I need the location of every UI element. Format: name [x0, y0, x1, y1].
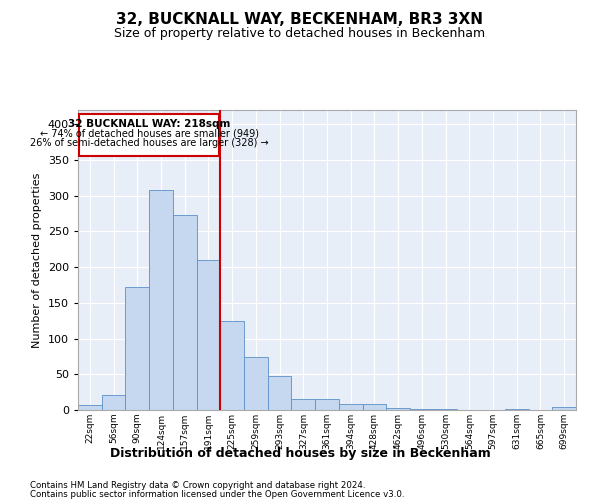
Bar	[149, 190, 173, 410]
Bar	[197, 260, 220, 410]
Bar	[125, 287, 149, 410]
Text: Distribution of detached houses by size in Beckenham: Distribution of detached houses by size …	[110, 448, 490, 460]
Text: 26% of semi-detached houses are larger (328) →: 26% of semi-detached houses are larger (…	[30, 138, 268, 148]
Bar	[78, 405, 102, 410]
Bar	[505, 408, 529, 410]
Text: Size of property relative to detached houses in Beckenham: Size of property relative to detached ho…	[115, 28, 485, 40]
FancyBboxPatch shape	[79, 114, 219, 156]
Text: 32 BUCKNALL WAY: 218sqm: 32 BUCKNALL WAY: 218sqm	[68, 118, 230, 128]
Bar	[339, 404, 362, 410]
Text: Contains HM Land Registry data © Crown copyright and database right 2024.: Contains HM Land Registry data © Crown c…	[30, 481, 365, 490]
Text: ← 74% of detached houses are smaller (949): ← 74% of detached houses are smaller (94…	[40, 128, 259, 138]
Bar	[220, 320, 244, 410]
Bar	[244, 357, 268, 410]
Text: Contains public sector information licensed under the Open Government Licence v3: Contains public sector information licen…	[30, 490, 404, 499]
Y-axis label: Number of detached properties: Number of detached properties	[32, 172, 42, 348]
Text: 32, BUCKNALL WAY, BECKENHAM, BR3 3XN: 32, BUCKNALL WAY, BECKENHAM, BR3 3XN	[116, 12, 484, 28]
Bar	[386, 408, 410, 410]
Bar	[102, 395, 125, 410]
Bar	[315, 400, 339, 410]
Bar	[173, 215, 197, 410]
Bar	[268, 376, 292, 410]
Bar	[552, 407, 576, 410]
Bar	[292, 400, 315, 410]
Bar	[362, 404, 386, 410]
